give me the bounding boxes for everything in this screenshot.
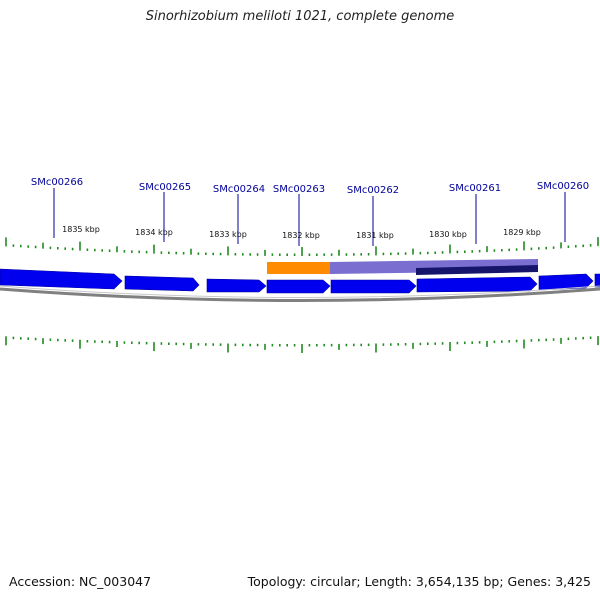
- scale-labels: 1835 kbp 1834 kbp 1833 kbp 1832 kbp 1831…: [62, 225, 541, 240]
- kbp-label: 1830 kbp: [429, 230, 467, 239]
- inner-tick-track: [5, 336, 599, 353]
- feature-track: [267, 259, 538, 275]
- kbp-label: 1831 kbp: [356, 231, 394, 240]
- kbp-label: 1834 kbp: [135, 228, 173, 237]
- gene-label[interactable]: SMc00260: [537, 181, 589, 192]
- gene-label[interactable]: SMc00261: [449, 183, 501, 194]
- gene-label[interactable]: SMc00265: [139, 182, 191, 193]
- gene-label[interactable]: SMc00264: [213, 184, 265, 195]
- gene-label[interactable]: SMc00266: [31, 177, 83, 188]
- genome-backbone: [0, 287, 600, 302]
- gene-arrow[interactable]: [330, 279, 417, 294]
- kbp-label: 1829 kbp: [503, 228, 541, 237]
- gene-arrow[interactable]: [594, 273, 600, 288]
- navy-feature[interactable]: [416, 265, 538, 275]
- gene-arrow[interactable]: [124, 275, 200, 292]
- genome-summary: Topology: circular; Length: 3,654,135 bp…: [247, 574, 591, 589]
- gene-arrow[interactable]: [416, 276, 538, 293]
- orange-feature[interactable]: [267, 262, 330, 274]
- gene-label[interactable]: SMc00262: [347, 185, 399, 196]
- genome-backbone-highlight: [0, 285, 600, 298]
- kbp-label: 1833 kbp: [209, 230, 247, 239]
- accession-label: Accession: NC_003047: [9, 574, 152, 589]
- genome-title: Sinorhizobium meliloti 1021, complete ge…: [145, 9, 455, 24]
- gene-arrow[interactable]: [266, 279, 331, 294]
- gene-arrow[interactable]: [206, 278, 267, 293]
- gene-label[interactable]: SMc00263: [273, 184, 325, 195]
- outer-tick-track: [5, 237, 599, 256]
- kbp-label: 1832 kbp: [282, 231, 320, 240]
- gene-arrow[interactable]: [538, 273, 594, 291]
- kbp-label: 1835 kbp: [62, 225, 100, 234]
- gene-label-group: SMc00266 SMc00265 SMc00264 SMc00263 SMc0…: [31, 177, 589, 246]
- gene-arrow[interactable]: [0, 268, 123, 290]
- gene-track: [0, 268, 600, 294]
